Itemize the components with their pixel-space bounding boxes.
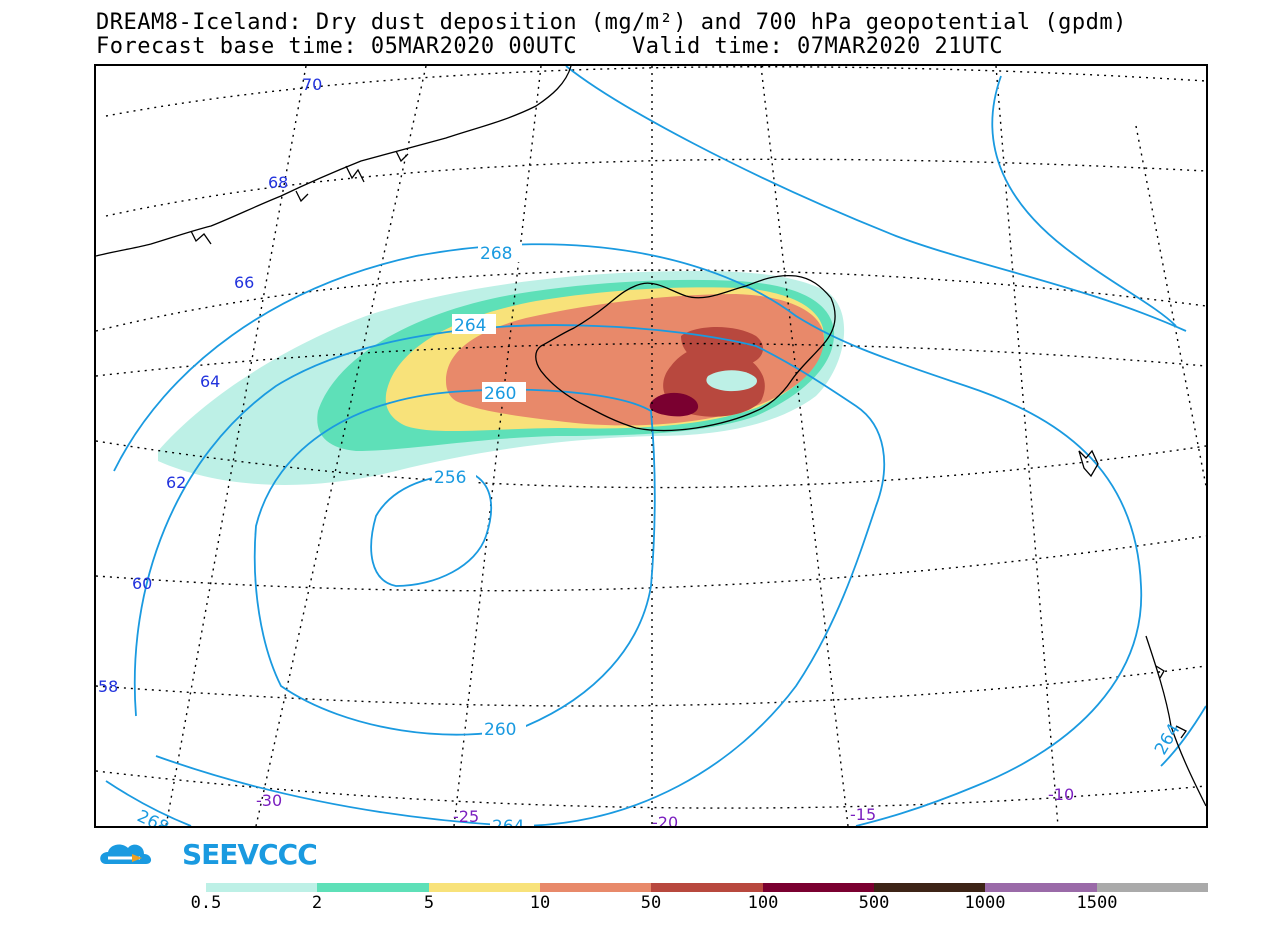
legend-swatch-8 [1096,883,1208,892]
legend-labels: 0.5 2 5 10 50 100 500 1000 1500 [0,893,1271,915]
contour-260 [253,388,656,736]
map-title: DREAM8-Iceland: Dry dust deposition (mg/… [96,10,1127,35]
map-canvas: 70 68 66 64 62 60 58 -30 -25 -20 -15 -10… [96,66,1206,826]
dust-band-clear [706,370,757,392]
contour-264 [133,324,886,826]
geopotential-contours [105,66,1206,826]
legend-label-0: 0.5 [190,893,222,913]
logo-text: SEEVCCC [182,838,318,871]
lon-line-25 [453,66,542,826]
legend-swatch-2 [428,883,540,892]
legend-label-3: 10 [529,893,551,913]
lon-label-neg10: -10 [1048,785,1074,804]
contour-256 [370,473,493,587]
lon-line-10 [995,66,1059,826]
legend-swatch-6 [873,883,986,892]
lon-line-15 [760,66,849,826]
map-subtitle: Forecast base time: 05MAR2020 00UTC Vali… [96,34,1004,59]
lon-label-neg30: -30 [256,791,282,810]
legend-label-5: 100 [747,893,779,913]
contour-268-ne [565,66,1187,332]
legend-label-7: 1000 [964,893,1006,913]
lat-label-70: 70 [302,75,322,94]
lon-line-5 [1135,125,1206,487]
iceland-coast [535,274,836,432]
contour-label-260: 260 [484,384,516,404]
norway-coast [1145,635,1206,807]
coastlines [96,66,1206,807]
contour-ne-arc [991,75,1177,327]
map-frame: 70 68 66 64 62 60 58 -30 -25 -20 -15 -10… [94,64,1208,828]
color-legend [206,883,1208,892]
lon-label-neg25: -25 [453,807,479,826]
legend-label-4: 50 [640,893,662,913]
legend-label-2: 5 [423,893,435,913]
contour-268-sw [105,780,192,826]
legend-label-1: 2 [311,893,323,913]
faroe-islands [1078,449,1099,478]
lat-label-66: 66 [234,273,254,292]
contour-264-south [155,755,517,826]
lat-label-58: 58 [98,677,118,696]
latitude-labels: 70 68 66 64 62 60 58 [98,75,322,696]
lon-label-neg20: -20 [652,813,678,826]
legend-swatch-5 [762,883,874,892]
dust-field [158,271,845,485]
lon-label-neg15: -15 [850,805,876,824]
legend-swatch-3 [539,883,652,892]
longitude-labels: -30 -25 -20 -15 -10 [256,785,1074,826]
lat-label-60: 60 [132,574,152,593]
contour-268-se [1160,705,1206,767]
legend-label-8: 1500 [1076,893,1118,913]
greenland-coast [96,66,572,257]
lat-line-58 [96,665,1206,707]
lat-line-56 [96,770,1206,809]
lat-label-62: 62 [166,473,186,492]
contour-label-268: 268 [480,244,512,264]
dust-band-4 [663,327,765,417]
lat-label-68: 68 [268,173,288,192]
contour-label-256: 256 [434,468,466,488]
contour-label-264-se: 264 [1151,720,1185,758]
contour-268-outer [113,243,1143,826]
dust-band-5 [649,392,699,417]
legend-swatch-0 [206,883,318,892]
cloud-arrow-icon [100,844,152,864]
contour-label-264: 264 [454,316,486,336]
lat-line-64 [96,342,1206,377]
legend-label-6: 500 [858,893,890,913]
legend-swatch-4 [651,883,763,892]
seevccc-logo [100,844,152,864]
legend-swatch-7 [985,883,1097,892]
lat-label-64: 64 [200,372,220,391]
legend-swatch-1 [317,883,429,892]
contour-label-264-south: 264 [492,817,524,826]
lat-line-70 [105,66,1206,117]
contour-labels: 268 264 260 256 260 268 264 264 [134,242,1185,826]
graticule [96,66,1206,826]
contour-label-260-south: 260 [484,720,516,740]
lon-line-35 [165,66,307,826]
